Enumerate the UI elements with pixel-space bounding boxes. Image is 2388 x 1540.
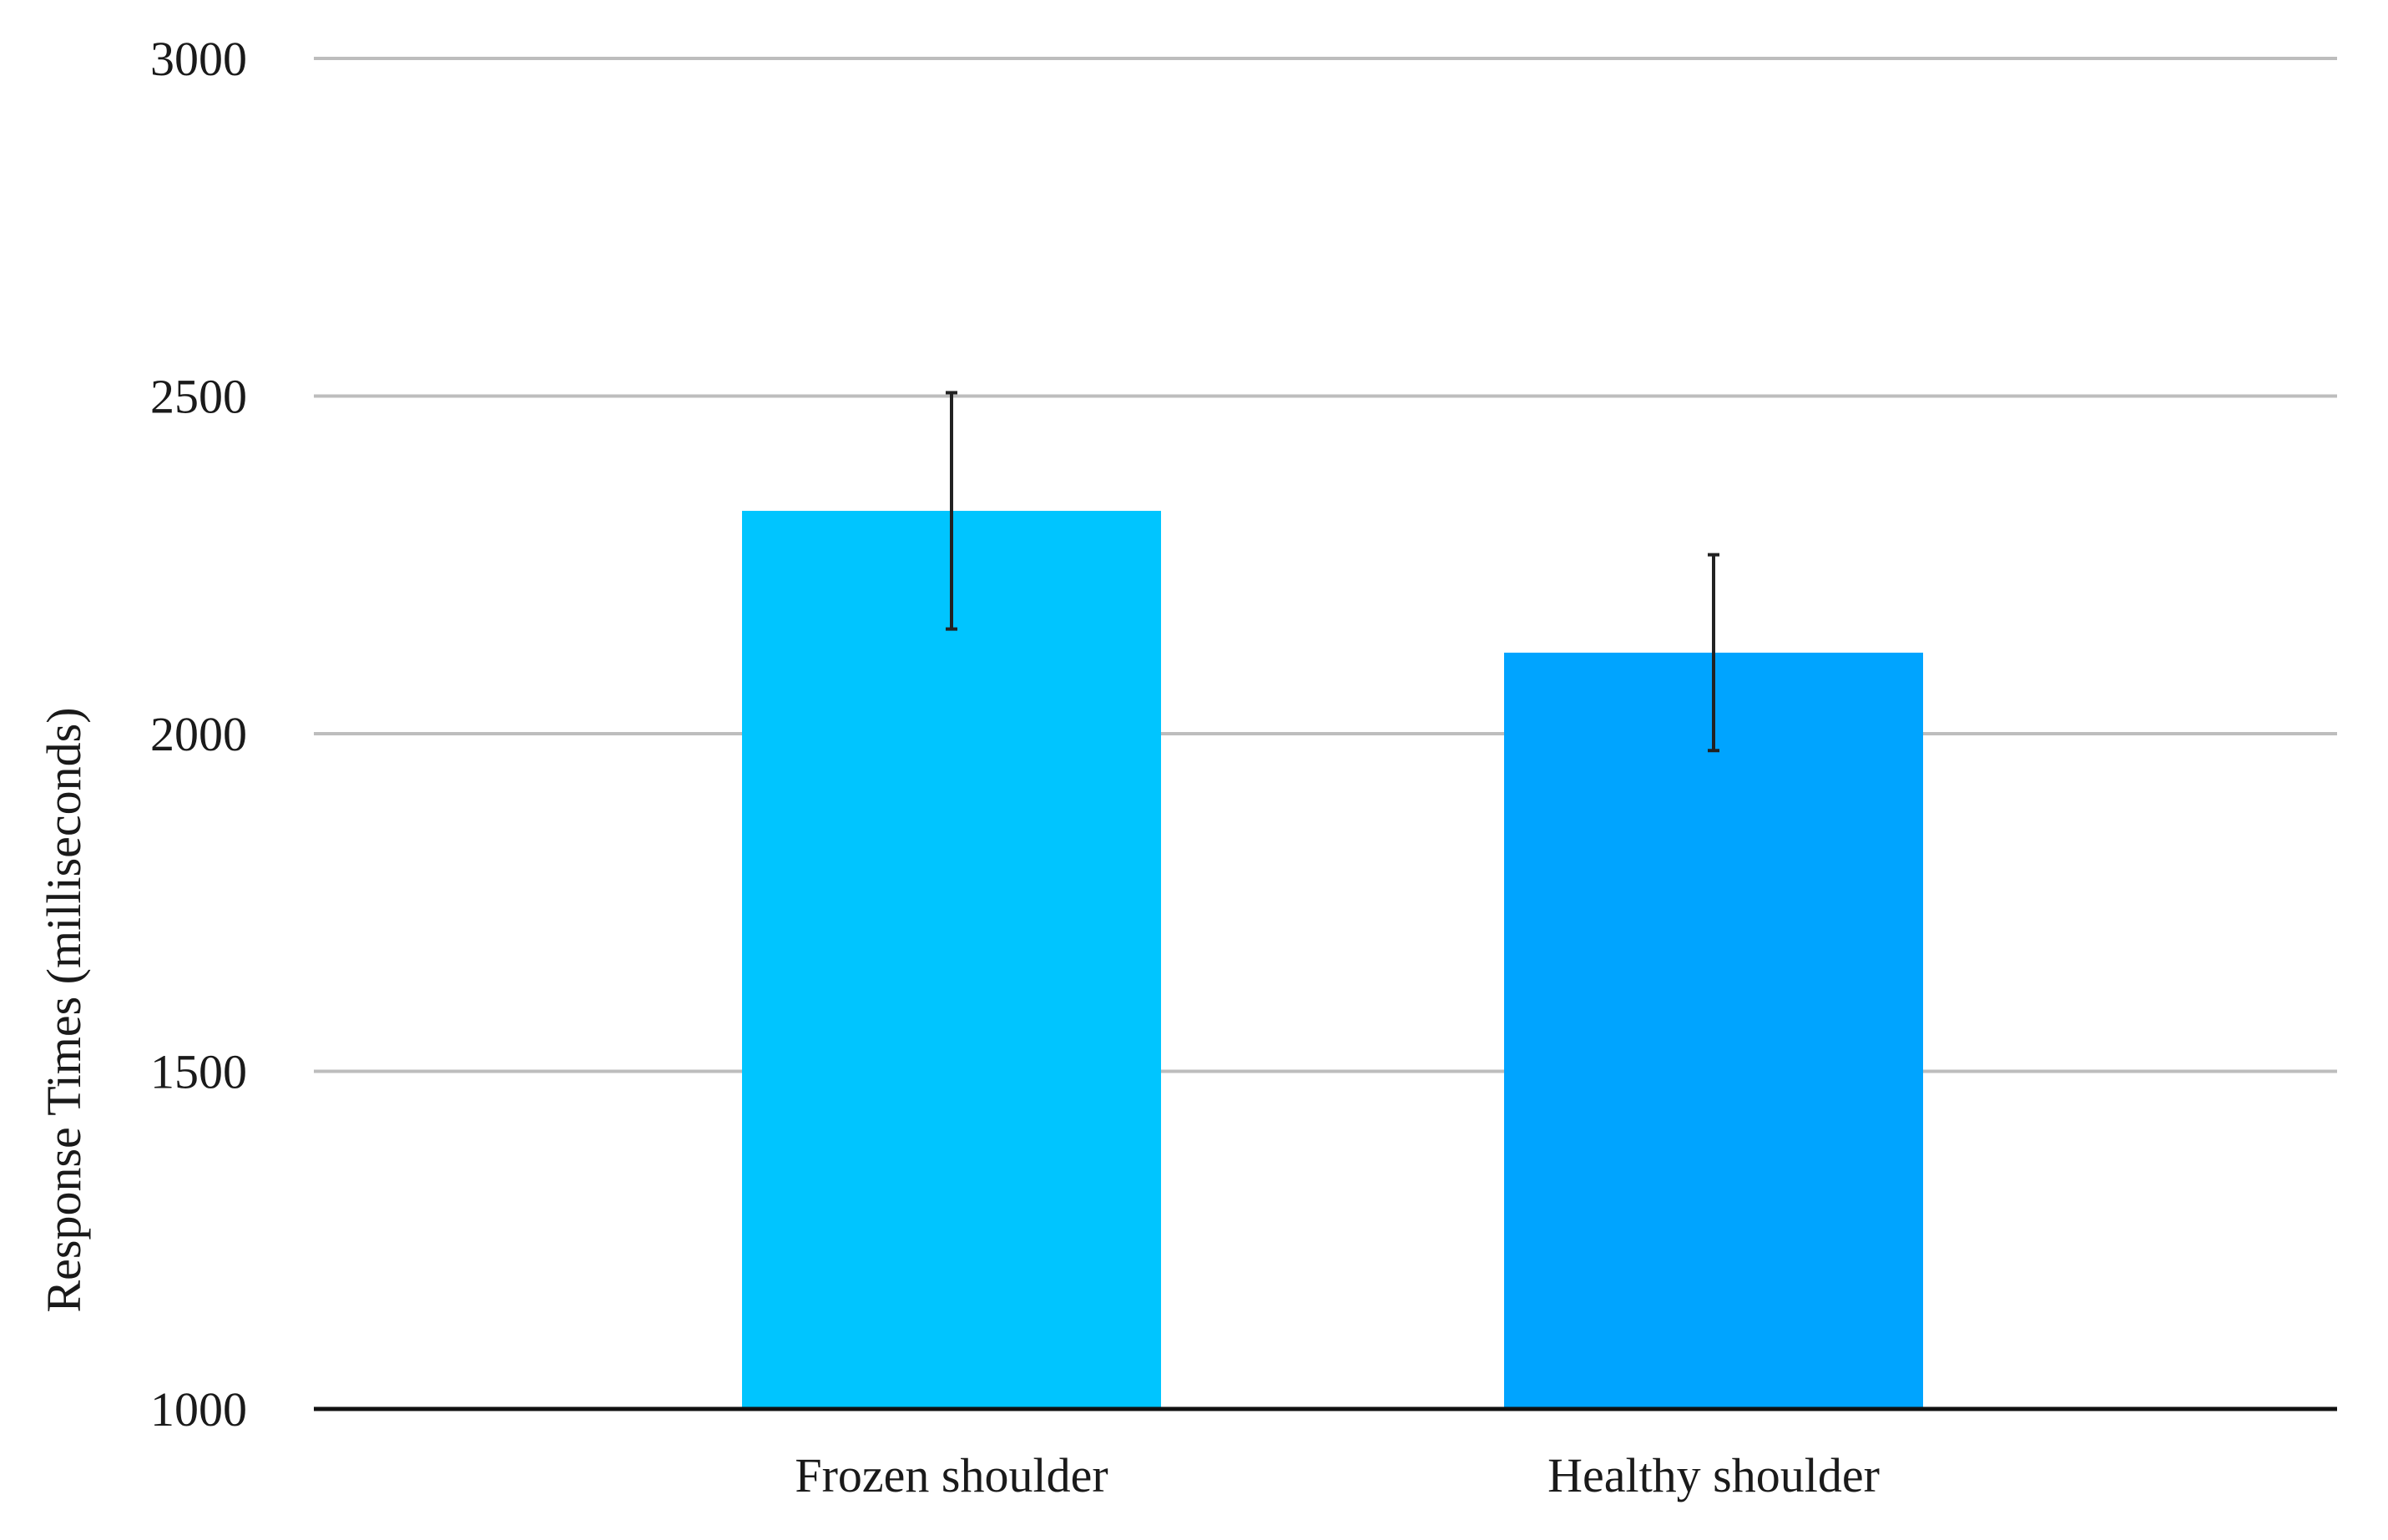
y-tick-label: 2500	[150, 370, 247, 424]
y-tick-label: 3000	[150, 32, 247, 86]
y-tick-label: 1500	[150, 1045, 247, 1099]
error-bars	[946, 391, 1719, 753]
y-tick-labels: 1000 1500 2000 2500 3000	[150, 32, 247, 1436]
y-tick-label: 2000	[150, 707, 247, 761]
bar-healthy-shoulder	[1504, 652, 1923, 1409]
y-axis-title: Response Times (milliseconds)	[37, 707, 91, 1312]
bar-frozen-shoulder	[742, 511, 1161, 1409]
x-tick-label: Frozen shoulder	[795, 1448, 1108, 1502]
bars	[742, 511, 1923, 1409]
x-tick-label: Healthy shoulder	[1547, 1448, 1880, 1502]
y-tick-label: 1000	[150, 1382, 247, 1436]
gridlines	[314, 57, 2337, 1411]
x-tick-labels: Frozen shoulder Healthy shoulder	[795, 1448, 1880, 1502]
